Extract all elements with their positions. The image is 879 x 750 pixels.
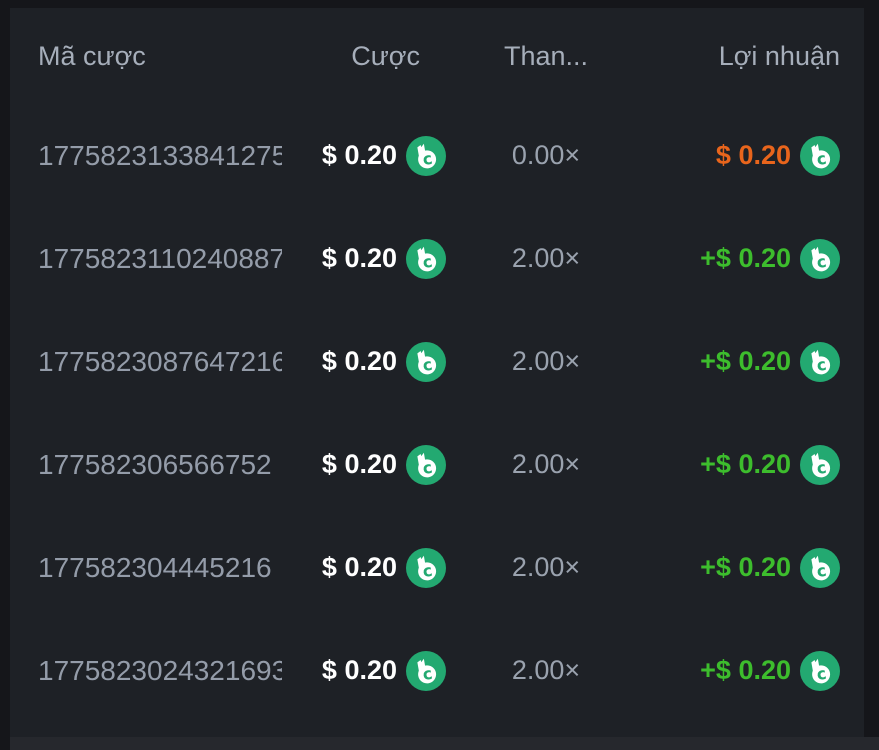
bet-amount-cell: $ 0.20 c xyxy=(282,547,446,588)
svg-text:c: c xyxy=(815,354,828,374)
column-header-bet: Cược xyxy=(351,40,420,71)
bet-amount: $ 0.20 xyxy=(321,140,397,170)
profit-amount: +$ 0.20 xyxy=(700,243,791,273)
bet-id: 177582306566752 xyxy=(38,448,272,480)
table-row[interactable]: 1775823087647216 $ 0.20 c 2.00× +$ 0.20 xyxy=(38,310,840,413)
bet-amount-cell: $ 0.20 c xyxy=(282,444,446,485)
table-row[interactable]: 1775823133841275 $ 0.20 c 0.00× $ 0.20 xyxy=(38,104,840,207)
profit-cell: +$ 0.20 c xyxy=(646,341,840,382)
column-header-payout: Than... xyxy=(503,40,589,71)
profit-amount: +$ 0.20 xyxy=(700,449,791,479)
bet-amount: $ 0.20 xyxy=(321,655,397,685)
payout-multiplier: 2.00× xyxy=(511,655,581,685)
bet-amount: $ 0.20 xyxy=(321,449,397,479)
bet-amount: $ 0.20 xyxy=(321,243,397,273)
payout-multiplier: 2.00× xyxy=(511,449,581,479)
svg-text:c: c xyxy=(421,251,434,271)
profit-amount: +$ 0.20 xyxy=(700,346,791,376)
bcd-coin-icon: c xyxy=(800,341,840,382)
svg-text:c: c xyxy=(421,457,434,477)
svg-text:c: c xyxy=(421,148,434,168)
bet-history-table: Mã cược Cược Than... Lợi nhuận 177582313… xyxy=(10,8,864,737)
payout-multiplier: 0.00× xyxy=(511,140,581,170)
bcd-coin-icon: c xyxy=(800,650,840,691)
table-row[interactable]: 1775823110240887 $ 0.20 c 2.00× +$ 0.20 xyxy=(38,207,840,310)
payout-multiplier: 2.00× xyxy=(511,346,581,376)
svg-text:c: c xyxy=(815,251,828,271)
svg-text:c: c xyxy=(815,457,828,477)
svg-text:c: c xyxy=(815,560,828,580)
profit-cell: +$ 0.20 c xyxy=(646,444,840,485)
bcd-coin-icon: c xyxy=(800,238,840,279)
bcd-coin-icon: c xyxy=(800,444,840,485)
profit-cell: $ 0.20 c xyxy=(646,135,840,176)
bcd-coin-icon: c xyxy=(406,650,446,691)
table-row[interactable]: 1775823024321693 $ 0.20 c 2.00× +$ 0.20 xyxy=(38,619,840,722)
table-row[interactable]: 177582306566752 $ 0.20 c 2.00× +$ 0.20 xyxy=(38,413,840,516)
svg-text:c: c xyxy=(421,663,434,683)
bet-id: 177582304445216 xyxy=(38,551,272,583)
bet-amount-cell: $ 0.20 c xyxy=(282,341,446,382)
bet-id: 1775823133841275 xyxy=(38,139,282,171)
bcd-coin-icon: c xyxy=(406,341,446,382)
table-header: Mã cược Cược Than... Lợi nhuận xyxy=(38,8,840,104)
profit-amount: $ 0.20 xyxy=(715,140,791,170)
profit-cell: +$ 0.20 c xyxy=(646,238,840,279)
bcd-coin-icon: c xyxy=(406,135,446,176)
column-header-profit: Lợi nhuận xyxy=(718,40,840,71)
bet-amount: $ 0.20 xyxy=(321,552,397,582)
bet-amount-cell: $ 0.20 c xyxy=(282,238,446,279)
bet-amount-cell: $ 0.20 c xyxy=(282,135,446,176)
bet-id: 1775823024321693 xyxy=(38,654,282,686)
svg-text:c: c xyxy=(815,148,828,168)
bet-id: 1775823087647216 xyxy=(38,345,282,377)
profit-cell: +$ 0.20 c xyxy=(646,650,840,691)
payout-multiplier: 2.00× xyxy=(511,552,581,582)
svg-text:c: c xyxy=(815,663,828,683)
bcd-coin-icon: c xyxy=(800,135,840,176)
column-header-bet-id: Mã cược xyxy=(38,40,146,71)
bet-amount-cell: $ 0.20 c xyxy=(282,650,446,691)
table-row[interactable]: 177582304445216 $ 0.20 c 2.00× +$ 0.20 xyxy=(38,516,840,619)
bet-id: 1775823110240887 xyxy=(38,242,282,274)
profit-cell: +$ 0.20 c xyxy=(646,547,840,588)
svg-text:c: c xyxy=(421,354,434,374)
footer-strip xyxy=(10,737,879,750)
profit-amount: +$ 0.20 xyxy=(700,655,791,685)
svg-text:c: c xyxy=(421,560,434,580)
bcd-coin-icon: c xyxy=(800,547,840,588)
payout-multiplier: 2.00× xyxy=(511,243,581,273)
bet-amount: $ 0.20 xyxy=(321,346,397,376)
bcd-coin-icon: c xyxy=(406,547,446,588)
profit-amount: +$ 0.20 xyxy=(700,552,791,582)
bcd-coin-icon: c xyxy=(406,444,446,485)
bcd-coin-icon: c xyxy=(406,238,446,279)
table-body: 1775823133841275 $ 0.20 c 0.00× $ 0.20 xyxy=(38,104,840,722)
